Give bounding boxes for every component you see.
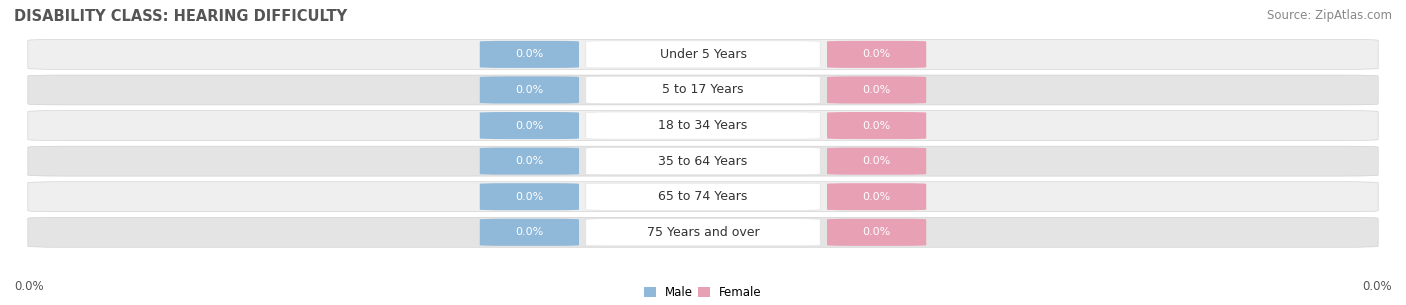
FancyBboxPatch shape (827, 183, 927, 210)
FancyBboxPatch shape (479, 77, 579, 103)
Text: 0.0%: 0.0% (515, 192, 544, 202)
FancyBboxPatch shape (479, 148, 579, 175)
Text: 0.0%: 0.0% (515, 120, 544, 131)
FancyBboxPatch shape (586, 183, 820, 210)
Text: 0.0%: 0.0% (862, 227, 891, 237)
FancyBboxPatch shape (586, 112, 820, 139)
FancyBboxPatch shape (586, 77, 820, 103)
Text: 5 to 17 Years: 5 to 17 Years (662, 84, 744, 96)
FancyBboxPatch shape (827, 219, 927, 246)
Text: 65 to 74 Years: 65 to 74 Years (658, 190, 748, 203)
FancyBboxPatch shape (586, 219, 820, 246)
Text: 0.0%: 0.0% (1362, 280, 1392, 293)
FancyBboxPatch shape (28, 217, 1378, 247)
Text: 0.0%: 0.0% (862, 120, 891, 131)
Text: Source: ZipAtlas.com: Source: ZipAtlas.com (1267, 9, 1392, 22)
Text: 75 Years and over: 75 Years and over (647, 226, 759, 239)
FancyBboxPatch shape (479, 41, 579, 68)
FancyBboxPatch shape (28, 146, 1378, 176)
Legend: Male, Female: Male, Female (640, 282, 766, 304)
FancyBboxPatch shape (827, 77, 927, 103)
FancyBboxPatch shape (479, 112, 579, 139)
FancyBboxPatch shape (28, 75, 1378, 105)
Text: DISABILITY CLASS: HEARING DIFFICULTY: DISABILITY CLASS: HEARING DIFFICULTY (14, 9, 347, 24)
Text: 0.0%: 0.0% (14, 280, 44, 293)
Text: 35 to 64 Years: 35 to 64 Years (658, 155, 748, 168)
Text: 0.0%: 0.0% (862, 85, 891, 95)
Text: 0.0%: 0.0% (862, 49, 891, 59)
Text: 0.0%: 0.0% (515, 227, 544, 237)
FancyBboxPatch shape (28, 182, 1378, 212)
Text: 18 to 34 Years: 18 to 34 Years (658, 119, 748, 132)
FancyBboxPatch shape (586, 148, 820, 175)
Text: 0.0%: 0.0% (515, 156, 544, 166)
Text: 0.0%: 0.0% (515, 85, 544, 95)
FancyBboxPatch shape (827, 112, 927, 139)
FancyBboxPatch shape (28, 111, 1378, 141)
FancyBboxPatch shape (479, 219, 579, 246)
Text: 0.0%: 0.0% (862, 192, 891, 202)
FancyBboxPatch shape (827, 148, 927, 175)
Text: Under 5 Years: Under 5 Years (659, 48, 747, 61)
Text: 0.0%: 0.0% (515, 49, 544, 59)
FancyBboxPatch shape (28, 39, 1378, 69)
Text: 0.0%: 0.0% (862, 156, 891, 166)
FancyBboxPatch shape (479, 183, 579, 210)
FancyBboxPatch shape (586, 41, 820, 68)
FancyBboxPatch shape (827, 41, 927, 68)
